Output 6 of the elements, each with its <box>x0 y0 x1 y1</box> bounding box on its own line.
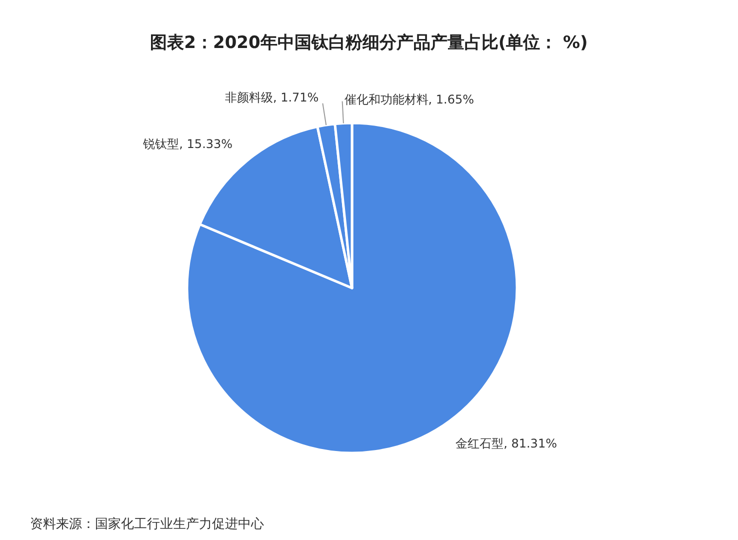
slice-label: 非颜料级, 1.71% <box>224 90 319 104</box>
slice-label: 催化和功能材料, 1.65% <box>344 92 474 106</box>
text: 资料来源：国家化工行业生产力促进中心 <box>30 516 264 532</box>
slice-label: 锐钛型, 15.33% <box>142 137 233 152</box>
slice-label: 金红石型, 81.31% <box>456 436 557 451</box>
chart-title: 图表2：2020年中国钛白粉细分产品产量占比(单位： %) <box>150 33 588 53</box>
